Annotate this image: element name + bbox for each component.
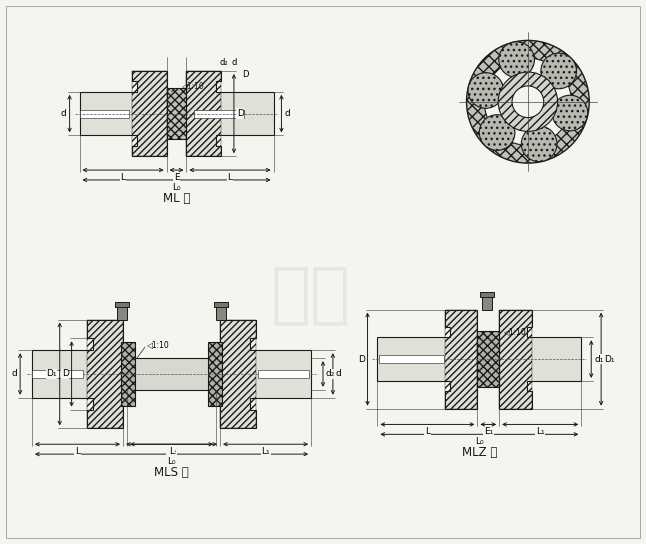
Bar bbox=[214, 302, 228, 307]
Circle shape bbox=[498, 72, 557, 132]
Bar bbox=[194, 110, 244, 118]
Text: L₁: L₁ bbox=[536, 428, 545, 436]
Polygon shape bbox=[79, 71, 167, 156]
Circle shape bbox=[541, 53, 576, 89]
Text: d: d bbox=[61, 109, 67, 118]
Bar bbox=[444, 310, 477, 409]
Bar bbox=[117, 306, 127, 319]
Text: ◁1:10: ◁1:10 bbox=[504, 327, 527, 336]
Polygon shape bbox=[377, 310, 477, 409]
Bar bbox=[499, 310, 532, 409]
Bar bbox=[481, 292, 494, 296]
Bar bbox=[258, 370, 309, 378]
Text: d₁: d₁ bbox=[594, 355, 603, 363]
Text: d: d bbox=[336, 369, 342, 379]
Text: L₀: L₀ bbox=[167, 457, 176, 466]
Text: L₀: L₀ bbox=[172, 183, 181, 192]
Text: MLS 型: MLS 型 bbox=[154, 466, 189, 479]
Text: E: E bbox=[174, 173, 180, 182]
Text: ◁1:10: ◁1:10 bbox=[147, 340, 169, 349]
Polygon shape bbox=[32, 319, 123, 428]
Text: d: d bbox=[231, 58, 236, 67]
Circle shape bbox=[521, 126, 557, 162]
Text: D: D bbox=[358, 355, 364, 363]
Text: L: L bbox=[227, 173, 233, 182]
Text: D₁: D₁ bbox=[604, 355, 614, 363]
Polygon shape bbox=[220, 319, 311, 428]
Text: L: L bbox=[169, 447, 174, 456]
Circle shape bbox=[484, 58, 572, 145]
Circle shape bbox=[512, 86, 544, 118]
Text: L₀: L₀ bbox=[475, 437, 484, 446]
Text: D₁: D₁ bbox=[47, 369, 57, 379]
Polygon shape bbox=[187, 71, 273, 156]
Circle shape bbox=[479, 115, 515, 150]
Text: L: L bbox=[75, 447, 80, 456]
Bar bbox=[483, 296, 492, 310]
Bar bbox=[121, 342, 135, 406]
Text: 立德: 立德 bbox=[270, 262, 350, 328]
Text: d₂: d₂ bbox=[220, 58, 228, 67]
Bar bbox=[79, 110, 129, 118]
Circle shape bbox=[466, 40, 589, 163]
Text: E₂: E₂ bbox=[167, 447, 176, 456]
Bar bbox=[132, 71, 167, 156]
Text: D: D bbox=[237, 109, 244, 118]
Bar bbox=[187, 71, 221, 156]
Bar bbox=[87, 319, 123, 428]
Text: ML 型: ML 型 bbox=[163, 192, 190, 205]
Text: D: D bbox=[242, 70, 248, 79]
Bar bbox=[477, 331, 499, 387]
Text: D: D bbox=[62, 369, 68, 379]
Polygon shape bbox=[499, 310, 581, 409]
Text: d₂: d₂ bbox=[326, 369, 335, 379]
Bar bbox=[216, 306, 226, 319]
Bar bbox=[127, 358, 216, 390]
Bar bbox=[220, 319, 256, 428]
Text: d: d bbox=[284, 109, 290, 118]
Circle shape bbox=[499, 42, 534, 77]
Bar bbox=[115, 302, 129, 307]
Text: L: L bbox=[121, 173, 125, 182]
Text: E₁: E₁ bbox=[484, 428, 493, 436]
Text: L: L bbox=[425, 428, 430, 436]
Text: d: d bbox=[12, 369, 17, 379]
Circle shape bbox=[552, 95, 588, 131]
Bar bbox=[167, 88, 187, 139]
Bar bbox=[208, 342, 222, 406]
Text: L₁: L₁ bbox=[261, 447, 270, 456]
Bar bbox=[379, 355, 444, 363]
Text: ◁1:10: ◁1:10 bbox=[182, 82, 204, 90]
Circle shape bbox=[468, 73, 504, 108]
Bar bbox=[32, 370, 83, 378]
Text: MLZ 型: MLZ 型 bbox=[462, 446, 497, 459]
